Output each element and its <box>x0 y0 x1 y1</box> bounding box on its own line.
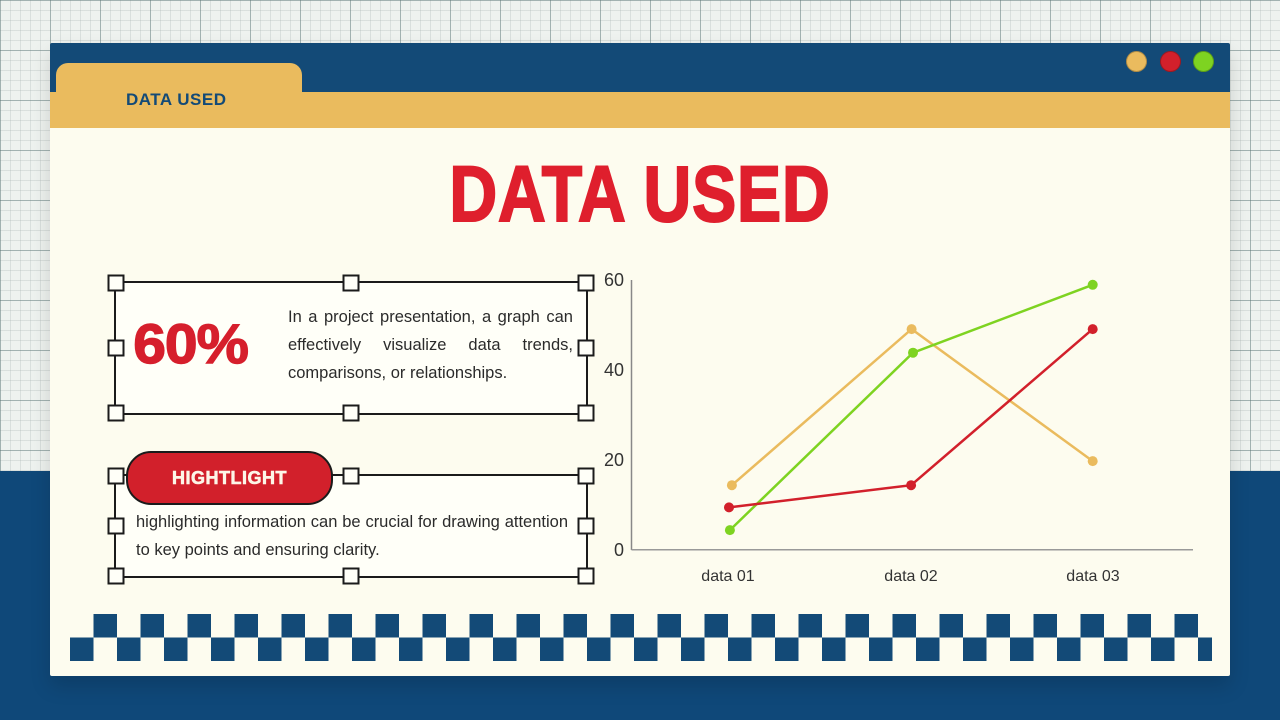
svg-text:60: 60 <box>604 270 624 290</box>
svg-text:40: 40 <box>604 360 624 380</box>
svg-text:data 01: data 01 <box>701 568 754 585</box>
svg-text:data 02: data 02 <box>884 568 937 585</box>
svg-text:data 03: data 03 <box>1066 568 1119 585</box>
svg-text:0: 0 <box>614 540 624 560</box>
svg-text:20: 20 <box>604 450 624 470</box>
